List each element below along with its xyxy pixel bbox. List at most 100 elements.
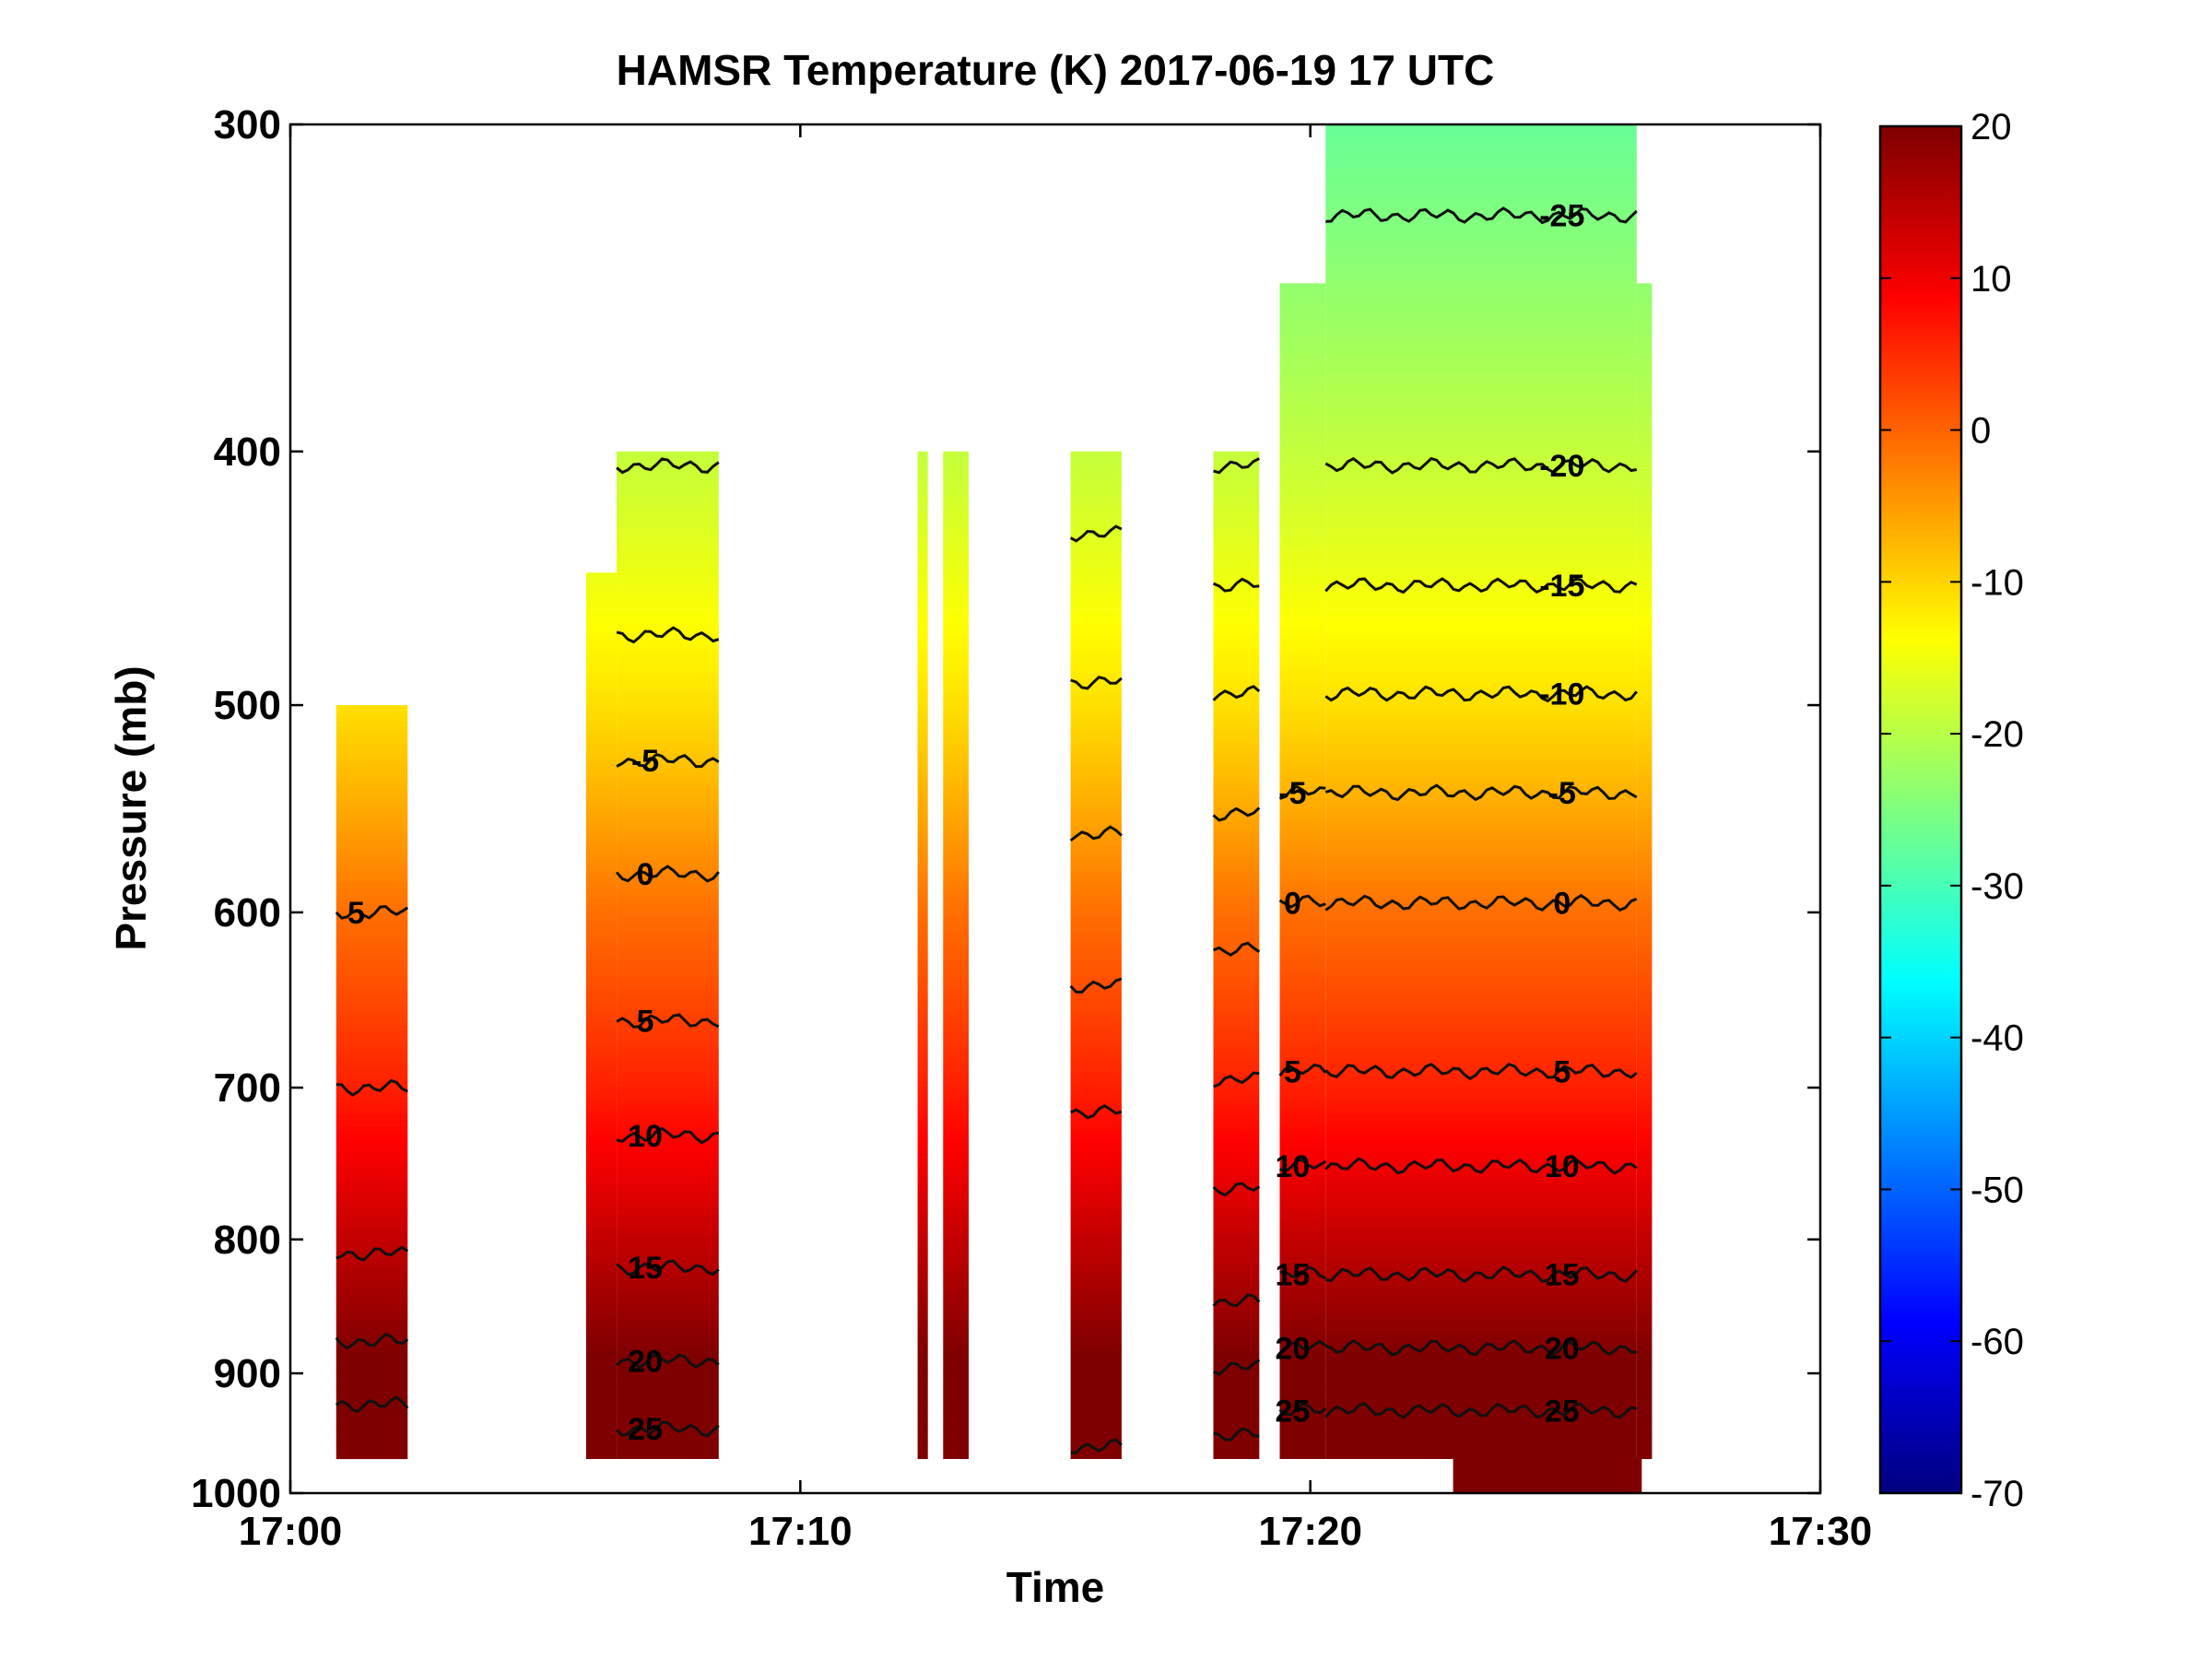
- heat-cell: [1325, 1424, 1637, 1430]
- heat-cell: [617, 672, 719, 679]
- heat-cell: [335, 959, 408, 966]
- heat-cell: [1279, 1035, 1326, 1041]
- heat-cell: [1213, 727, 1260, 735]
- heat-cell: [943, 766, 969, 773]
- heat-cell: [917, 871, 928, 878]
- heat-cell: [1325, 716, 1637, 723]
- heat-cell: [917, 1269, 928, 1277]
- heat-cell: [943, 1131, 969, 1138]
- heat-cell: [1636, 493, 1653, 500]
- heat-cell: [585, 1186, 618, 1193]
- heat-cell: [1279, 1068, 1326, 1075]
- heat-cell: [917, 1374, 928, 1382]
- heat-cell: [1279, 305, 1326, 312]
- heat-cell: [1636, 1378, 1653, 1384]
- heat-cell: [585, 1125, 618, 1132]
- heat-cell: [585, 943, 618, 949]
- heat-cell: [917, 805, 928, 812]
- heat-cell: [1070, 556, 1122, 563]
- heat-cell: [1070, 1374, 1122, 1382]
- heat-cell: [1213, 1441, 1260, 1448]
- heat-cell: [1636, 609, 1653, 616]
- heat-cell: [585, 1065, 618, 1071]
- heat-cell: [1279, 698, 1326, 704]
- heat-cell: [1325, 185, 1637, 192]
- heat-cell: [1325, 440, 1637, 446]
- heat-cell: [917, 1076, 928, 1083]
- heat-cell: [335, 1098, 408, 1104]
- heat-cell: [943, 694, 969, 701]
- heat-cell: [1279, 1422, 1326, 1429]
- heat-cell: [335, 1147, 408, 1154]
- heat-cell: [1325, 954, 1637, 960]
- heat-cell: [1279, 510, 1326, 516]
- heat-cell: [1325, 379, 1637, 385]
- heat-cell: [585, 1031, 618, 1038]
- heat-cell: [1279, 1162, 1326, 1169]
- heat-cell: [1636, 947, 1653, 953]
- heat-cell: [617, 666, 719, 674]
- contour-line: [1212, 577, 1260, 593]
- heat-cell: [1325, 1015, 1637, 1021]
- heat-cell: [917, 1391, 928, 1398]
- heat-cell: [1325, 766, 1637, 772]
- heat-cell: [1636, 1057, 1653, 1064]
- heat-cell: [1325, 849, 1637, 855]
- heat-cell: [585, 1219, 618, 1226]
- heat-cell: [1070, 500, 1122, 508]
- heat-cell: [943, 1391, 969, 1398]
- heat-cell: [335, 937, 408, 944]
- heat-cell: [943, 1175, 969, 1182]
- heat-cell: [943, 1407, 969, 1415]
- heat-cell: [1325, 628, 1637, 634]
- heat-cell: [943, 860, 969, 867]
- heat-cell: [1213, 606, 1260, 613]
- heat-cell: [1213, 1297, 1260, 1304]
- heat-cell: [1636, 1273, 1653, 1279]
- heat-cell: [585, 1269, 618, 1276]
- heat-cell: [943, 1136, 969, 1144]
- heat-cell: [1213, 1197, 1260, 1205]
- heat-cell: [1325, 821, 1637, 828]
- heat-cell: [617, 1253, 719, 1260]
- heat-cell: [1636, 338, 1653, 345]
- heat-cell: [1213, 1358, 1260, 1365]
- heat-cell: [943, 1413, 969, 1420]
- colorbar-tick-label: 0: [1971, 411, 1991, 452]
- heat-cell: [1636, 781, 1653, 787]
- heat-cell: [917, 672, 928, 679]
- heat-cell: [917, 628, 928, 635]
- heat-cell: [585, 1369, 618, 1375]
- heat-cell: [1279, 1173, 1326, 1180]
- heat-cell: [1636, 1328, 1653, 1335]
- heat-cell: [1279, 1372, 1326, 1379]
- heat-cell: [1070, 1269, 1122, 1277]
- heat-cell: [1325, 534, 1637, 540]
- heat-cell: [1636, 770, 1653, 776]
- heat-cell: [917, 611, 928, 618]
- heat-cell: [917, 1131, 928, 1138]
- heat-cell: [1636, 642, 1653, 649]
- heat-cell: [1279, 1151, 1326, 1158]
- heat-cell: [1636, 1024, 1653, 1030]
- heat-cell: [1070, 583, 1122, 591]
- heat-cell: [1325, 1197, 1637, 1204]
- heat-cell: [917, 1037, 928, 1044]
- heat-cell: [943, 771, 969, 779]
- heat-cell: [1279, 869, 1326, 876]
- heat-cell: [917, 910, 928, 917]
- heat-cell: [335, 738, 408, 745]
- heat-cell: [1070, 871, 1122, 878]
- heat-cell: [1070, 1120, 1122, 1127]
- contour-line: [1279, 1265, 1326, 1280]
- contour-line: [1213, 1427, 1260, 1441]
- heat-cell: [1279, 1079, 1326, 1086]
- heat-cell: [1213, 572, 1260, 580]
- heat-cell: [335, 705, 408, 712]
- heat-cell: [1070, 1147, 1122, 1155]
- contour-label: 0: [637, 857, 654, 892]
- heat-cell: [335, 993, 408, 999]
- heat-cell: [943, 661, 969, 668]
- heat-cell: [335, 921, 408, 927]
- heat-cell: [943, 528, 969, 535]
